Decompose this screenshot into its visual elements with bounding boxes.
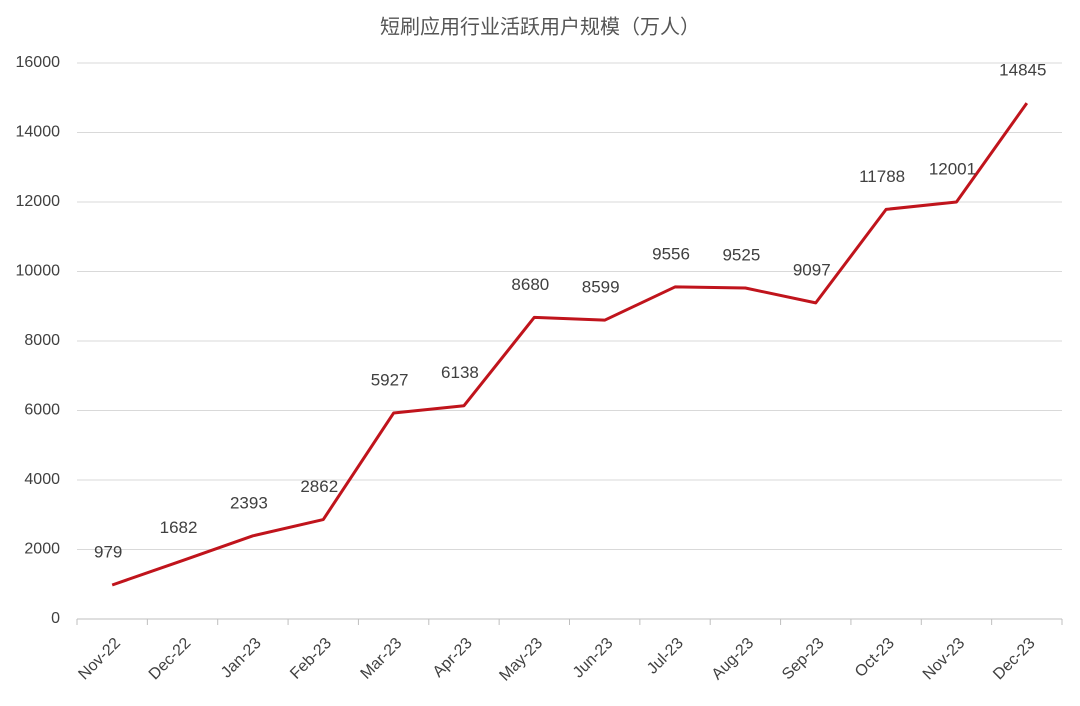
data-label: 8599: [582, 278, 620, 297]
chart-title: 短刷应用行业活跃用户规模（万人）: [380, 15, 700, 38]
data-label: 1682: [160, 518, 198, 537]
y-tick-label: 6000: [24, 402, 60, 419]
y-tick-label: 14000: [16, 124, 61, 141]
data-label: 9556: [652, 244, 690, 263]
data-label: 12001: [929, 159, 976, 178]
y-tick-label: 8000: [24, 332, 60, 349]
data-line: [111, 102, 1029, 587]
data-label: 14845: [999, 61, 1046, 80]
data-label: 5927: [371, 371, 409, 390]
data-label: 6138: [441, 363, 479, 382]
data-label: 8680: [511, 275, 549, 294]
y-tick-label: 12000: [16, 193, 61, 210]
data-label: 9097: [793, 260, 831, 279]
y-tick-label: 16000: [16, 54, 61, 71]
y-tick-label: 4000: [24, 471, 60, 488]
data-label: 11788: [859, 167, 905, 186]
y-tick-label: 10000: [16, 263, 61, 280]
data-label: 9525: [722, 245, 760, 264]
data-label: 2393: [230, 493, 268, 512]
data-label: 2862: [300, 477, 338, 496]
data-label: 979: [94, 542, 122, 561]
y-tick-label: 0: [51, 610, 60, 627]
y-tick-label: 2000: [24, 541, 60, 558]
